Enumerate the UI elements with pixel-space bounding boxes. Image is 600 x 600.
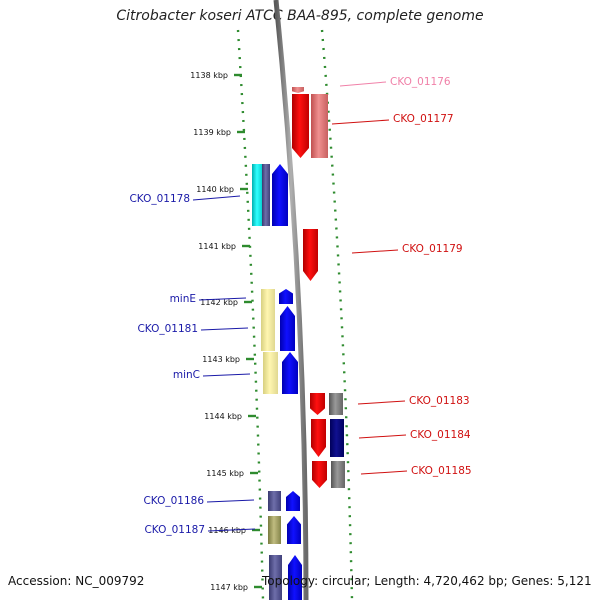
gene-mine: [279, 289, 293, 304]
gene-leader-line: [357, 400, 406, 405]
gene-leader-line: [351, 249, 399, 254]
ruler-label: 1143 kbp: [202, 355, 240, 364]
gene-cko-01183: [310, 393, 325, 415]
gene-label: CKO_01184: [410, 429, 471, 441]
ruler-label: 1144 kbp: [204, 412, 242, 421]
gene-label: CKO_01181: [137, 323, 198, 335]
gene-leader-line: [331, 119, 390, 125]
gene-label: CKO_01187: [144, 524, 205, 536]
gene-cko-01187-track: [268, 516, 281, 544]
gene-cko-01179: [303, 229, 318, 281]
ruler-label: 1140 kbp: [196, 185, 234, 194]
gene-leader-line: [200, 327, 249, 331]
ruler-label: 1142 kbp: [200, 298, 238, 307]
gene-leader-line: [207, 528, 256, 532]
gene-cko-01177: [292, 94, 309, 158]
gene-leader-line: [202, 373, 251, 377]
gene-label: CKO_01178: [129, 193, 190, 205]
gene-label: CKO_01176: [390, 76, 451, 88]
gene-leader-line: [360, 470, 408, 475]
gene-leader-line: [192, 195, 241, 201]
gene-leader-line: [206, 499, 255, 503]
gene-minc-track: [263, 352, 278, 394]
gene-cko-01181: [280, 306, 295, 351]
gene-cko-01185-track: [331, 461, 345, 488]
gene-leader-line: [198, 297, 247, 301]
gene-cko-01177-track: [311, 94, 328, 158]
gene-label: CKO_01183: [409, 395, 470, 407]
gene-cko-01186: [286, 491, 300, 511]
gene-cko-01187: [287, 516, 301, 544]
track-left-outer: [236, 29, 265, 600]
gene-cko-01184: [311, 419, 326, 457]
gene-features: [252, 87, 345, 600]
ruler-label: 1147 kbp: [210, 583, 248, 592]
ruler-label: 1139 kbp: [193, 128, 231, 137]
genome-summary: Topology: circular; Length: 4,720,462 bp…: [262, 574, 592, 588]
ruler-label: 1141 kbp: [198, 242, 236, 251]
gene-label: CKO_01185: [411, 465, 472, 477]
accession-label: Accession: NC_009792: [8, 574, 145, 588]
gene-cko-01184-track: [330, 419, 344, 457]
gene-cko-01176: [292, 87, 304, 93]
gene-leader-line: [358, 434, 407, 439]
gene-partial-track: [269, 555, 282, 600]
genome-backbone: [273, 0, 309, 600]
gene-cko-01178: [272, 164, 288, 226]
gene-cko-01186-track: [268, 491, 281, 511]
gene-mine-track: [261, 289, 275, 351]
genome-title: Citrobacter koseri ATCC BAA-895, complet…: [116, 8, 484, 24]
gene-minc: [282, 352, 298, 394]
track-right-outer: [320, 29, 354, 600]
ruler-ticks: 1138 kbp 1139 kbp 1140 kbp 1141 kbp 1142 kbp…: [190, 71, 262, 592]
gene-cko-01183-track: [329, 393, 343, 415]
gene-label: minE: [170, 293, 196, 305]
ruler-label: 1138 kbp: [190, 71, 228, 80]
gene-label: CKO_01179: [402, 243, 463, 255]
gene-cko-01178-cyan: [252, 164, 263, 226]
gene-label: CKO_01177: [393, 113, 454, 125]
gene-partial: [288, 555, 302, 600]
gene-cko-01178-slate: [262, 164, 270, 226]
gene-leader-line: [339, 81, 387, 87]
gene-label: CKO_01186: [143, 495, 204, 507]
gene-labels: CKO_01176 CKO_01177 CKO_01178 CKO_01179 minE…: [129, 76, 471, 536]
gene-cko-01185: [312, 461, 327, 488]
ruler-label: 1145 kbp: [206, 469, 244, 478]
gene-label: minC: [173, 369, 200, 381]
